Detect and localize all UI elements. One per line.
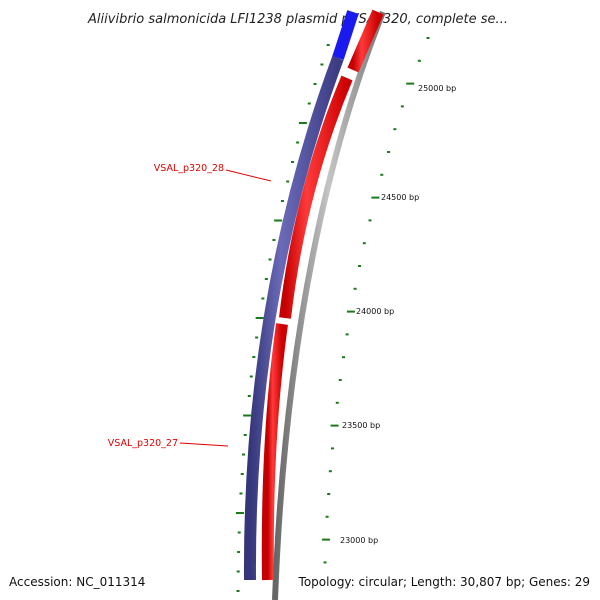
sequence-backbone (272, 10, 386, 600)
topology-summary: Topology: circular; Length: 30,807 bp; G… (298, 575, 590, 589)
gene-label-vsal-p320-27[interactable]: VSAL_p320_27 (108, 438, 178, 449)
gene-label-vsal-p320-28[interactable]: VSAL_p320_28 (154, 163, 224, 174)
gene-label-leader (225, 169, 272, 182)
ruler-label: 23000 bp (340, 536, 378, 545)
ruler-label: 23500 bp (342, 421, 380, 430)
ruler-ticks (321, 37, 430, 564)
ruler-label: 25000 bp (418, 84, 456, 93)
gene-arc-top-reverse (347, 9, 384, 73)
map-title: Aliivibrio salmonicida LFI1238 plasmid p… (87, 12, 508, 27)
gene-arc-top-forward (332, 10, 359, 60)
gene-arc-vsal-p320-28 (243, 55, 344, 581)
gene-label-leader (179, 442, 229, 447)
gene-arc-vsal-p320-27 (261, 323, 288, 581)
ruler-label: 24000 bp (356, 307, 394, 316)
accession-text: Accession: NC_011314 (9, 575, 145, 589)
inner-tick-marks (235, 44, 330, 592)
gene-arc-reverse-middle (279, 75, 353, 319)
ruler-label: 24500 bp (381, 193, 419, 202)
